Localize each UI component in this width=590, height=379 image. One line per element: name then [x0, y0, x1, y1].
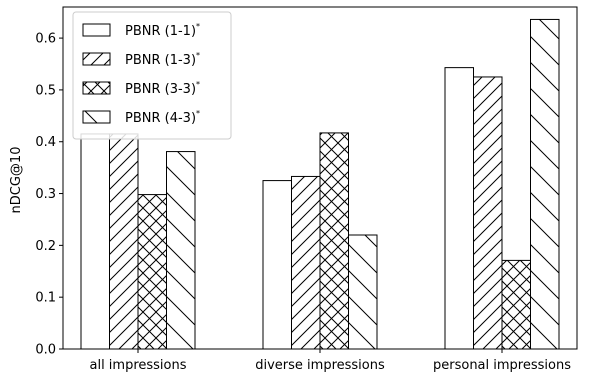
legend-label-sup: *	[196, 109, 200, 118]
legend: PBNR (1-1)* PBNR (1-3)* PBNR (3-3)* PBNR (4…	[72, 11, 232, 140]
bar-2-1	[109, 133, 139, 350]
bar-1-1	[80, 133, 110, 350]
legend-frame	[72, 11, 232, 140]
x-tick-label: personal impressions	[433, 358, 571, 373]
y-tick-label: 0.2	[35, 239, 56, 254]
bar-3-1	[137, 194, 167, 350]
bars-group	[80, 18, 560, 350]
legend-swatch	[82, 110, 111, 124]
bar-4-1	[166, 151, 196, 350]
legend-label: PBNR (3-3)*	[125, 80, 200, 97]
x-tick-label: all impressions	[89, 358, 186, 373]
legend-label: PBNR (1-1)*	[125, 22, 200, 39]
y-tick-label: 0.6	[35, 32, 56, 47]
bar-4-3	[530, 18, 560, 350]
legend-swatch	[82, 52, 111, 66]
y-tick-label: 0.4	[35, 135, 56, 150]
axes-group: 0.0 0.1 0.2 0.3 0.4 0.5 0.6 all impressions dive…	[35, 6, 578, 373]
legend-label: PBNR (1-3)*	[125, 51, 200, 68]
legend-label-sup: *	[196, 51, 200, 60]
bar-3-3	[501, 259, 531, 350]
bar-2-2	[291, 175, 321, 350]
bar-3-2	[319, 132, 349, 350]
y-axis-label: nDCG@10	[9, 147, 24, 214]
legend-label-sup: *	[196, 22, 200, 31]
bar-1-3	[444, 67, 474, 350]
y-tick-label: 0.0	[35, 343, 56, 358]
y-tick-label: 0.5	[35, 83, 56, 98]
bar-4-2	[348, 234, 378, 350]
y-tick-label: 0.3	[35, 187, 56, 202]
legend-label: PBNR (4-3)*	[125, 109, 200, 126]
bar-1-2	[262, 180, 292, 350]
y-tick-label: 0.1	[35, 291, 56, 306]
legend-swatch	[82, 81, 111, 95]
x-tick-label: diverse impressions	[255, 358, 385, 373]
legend-swatch	[82, 23, 111, 37]
bar-2-3	[473, 76, 503, 350]
legend-label-sup: *	[196, 80, 200, 89]
